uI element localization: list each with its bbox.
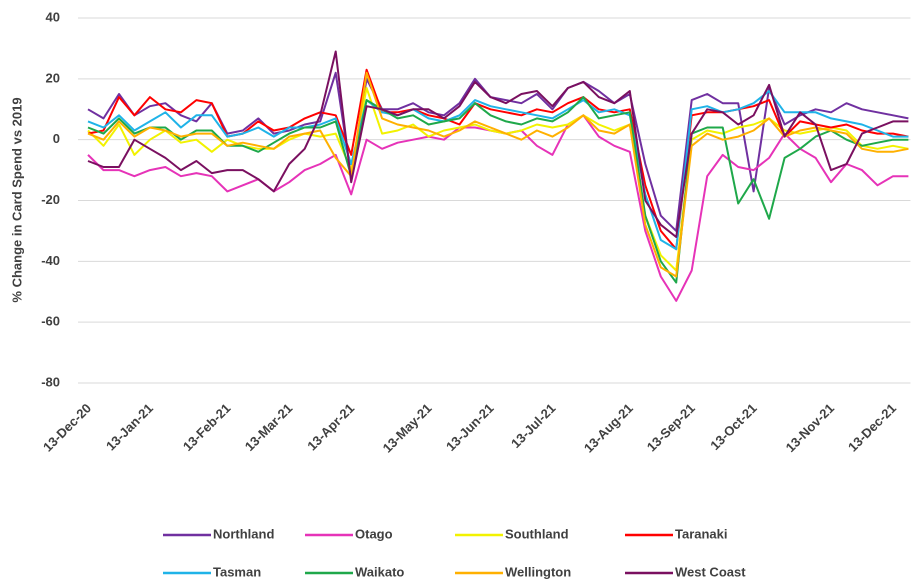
x-tick-label: 13-Dec-21 [845, 401, 899, 455]
series-line [87, 90, 909, 251]
legend-item: Tasman [163, 564, 261, 579]
x-tick-label: 13-Aug-21 [581, 401, 636, 456]
x-tick-label: 13-Jul-21 [508, 401, 558, 451]
x-tick-label: 13-May-21 [380, 401, 435, 456]
legend-label: Otago [355, 526, 393, 541]
legend-item: Taranaki [625, 526, 728, 541]
legend-label: Southland [505, 526, 569, 541]
legend-item: Otago [305, 526, 393, 541]
y-tick-label: -80 [41, 374, 60, 389]
x-tick-label: 13-Jun-21 [443, 401, 497, 455]
x-tick-label: 13-Feb-21 [180, 401, 234, 455]
series-line [87, 68, 909, 251]
legend-label: Wellington [505, 564, 571, 579]
legend-label: Northland [213, 526, 274, 541]
legend-label: Waikato [355, 564, 404, 579]
legend-item: West Coast [625, 564, 746, 579]
y-axis-title: % Change in Card Spend vs 2019 [9, 97, 24, 302]
legend-item: Northland [163, 526, 274, 541]
x-tick-label: 13-Nov-21 [783, 401, 838, 456]
series-line [87, 50, 909, 238]
y-tick-label: -40 [41, 253, 60, 268]
y-tick-label: 20 [46, 70, 60, 85]
x-tick-label: 13-Sep-21 [644, 401, 698, 455]
legend-label: West Coast [675, 564, 746, 579]
series-line [87, 114, 909, 302]
x-tick-label: 13-Oct-21 [707, 401, 760, 454]
y-tick-label: -20 [41, 192, 60, 207]
legend-item: Waikato [305, 564, 404, 579]
series-line [87, 71, 909, 278]
x-tick-label: 13-Dec-20 [40, 401, 94, 455]
legend-label: Taranaki [675, 526, 728, 541]
legend-item: Wellington [455, 564, 571, 579]
legend-item: Southland [455, 526, 569, 541]
x-tick-label: 13-Jan-21 [103, 401, 156, 454]
y-tick-label: -60 [41, 314, 60, 329]
x-tick-label: 13-Mar-21 [242, 401, 296, 455]
y-tick-label: 0 [53, 131, 60, 146]
x-tick-label: 13-Apr-21 [304, 401, 357, 454]
legend-label: Tasman [213, 564, 261, 579]
y-tick-label: 40 [46, 9, 60, 24]
